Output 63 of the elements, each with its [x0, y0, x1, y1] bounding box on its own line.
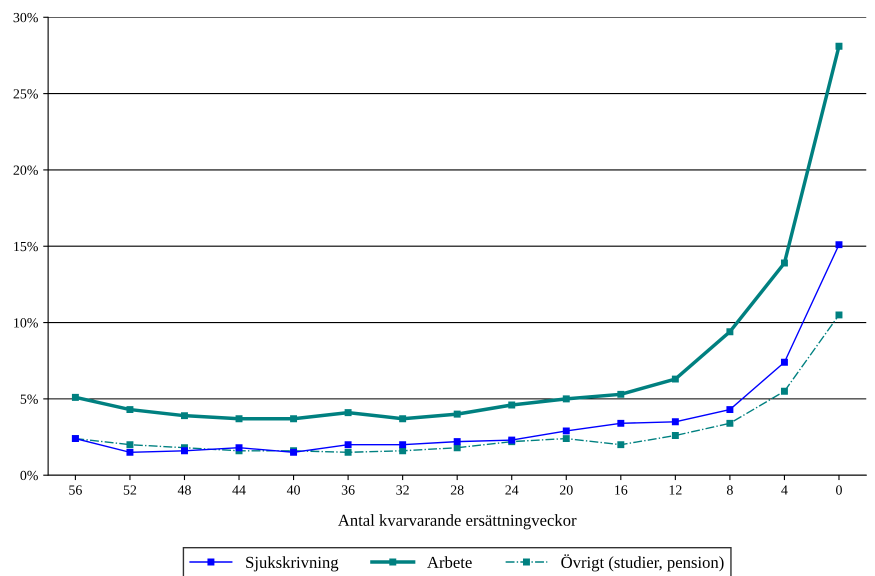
point [399, 415, 406, 422]
y-tick-label: 25% [14, 89, 38, 99]
x-tick-label: 4 [781, 485, 788, 495]
point [780, 358, 788, 366]
point [236, 444, 242, 452]
point [562, 395, 570, 402]
point [454, 438, 461, 446]
point [344, 409, 352, 416]
point [399, 447, 406, 454]
point [617, 390, 624, 398]
point [617, 420, 624, 427]
point [672, 418, 679, 426]
y-tick-label: 30% [14, 12, 38, 22]
x-tick-label: 52 [124, 485, 136, 495]
point [617, 441, 624, 448]
point [562, 435, 570, 442]
point [726, 406, 734, 414]
x-tick-label: 8 [726, 485, 733, 495]
point [344, 441, 352, 448]
point [508, 402, 516, 408]
point [672, 376, 679, 383]
point [780, 388, 788, 395]
legend-label: Övrigt (studier, pension) [561, 554, 724, 572]
point [726, 420, 734, 427]
x-tick-label: 36 [342, 485, 355, 495]
point [836, 311, 842, 318]
point [454, 444, 461, 452]
point [672, 432, 679, 439]
legend-label: Arbete [427, 556, 472, 568]
point [454, 410, 461, 418]
point [836, 42, 842, 50]
y-tick-label: 15% [14, 242, 38, 252]
x-tick-label: 32 [396, 485, 409, 495]
point [344, 448, 352, 456]
x-tick-label: 56 [69, 485, 82, 495]
y-tick-label: 10% [14, 318, 38, 328]
x-axis-title: Antal kvarvarande ersättningveckor [338, 514, 576, 530]
point [780, 260, 788, 267]
y-tick-label: 5% [20, 394, 38, 404]
point [72, 394, 79, 401]
x-tick-label: 28 [450, 485, 464, 495]
x-tick-label: 48 [178, 485, 191, 495]
point [290, 415, 298, 422]
x-tick-label: 0 [836, 485, 842, 495]
x-tick-label: 12 [670, 485, 682, 495]
point [181, 447, 188, 454]
y-tick-label: 20% [14, 166, 38, 175]
x-tick-label: 44 [232, 485, 246, 495]
x-tick-label: 20 [560, 485, 573, 495]
point [126, 406, 134, 414]
legend-label: Sjukskrivning [246, 556, 338, 572]
x-tick-label: 16 [615, 485, 628, 495]
point [126, 448, 134, 456]
y-tick-label: 0% [20, 470, 38, 480]
x-tick-label: 24 [505, 485, 518, 495]
point [726, 328, 734, 336]
point [836, 241, 842, 248]
point [399, 441, 406, 448]
point [126, 441, 134, 448]
x-tick-label: 40 [286, 485, 300, 495]
point [236, 415, 242, 422]
point [181, 412, 188, 420]
point [562, 427, 570, 434]
